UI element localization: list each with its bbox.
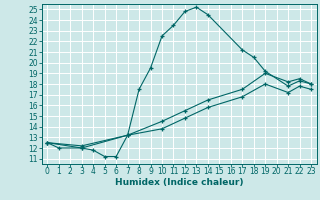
X-axis label: Humidex (Indice chaleur): Humidex (Indice chaleur) xyxy=(115,178,244,187)
